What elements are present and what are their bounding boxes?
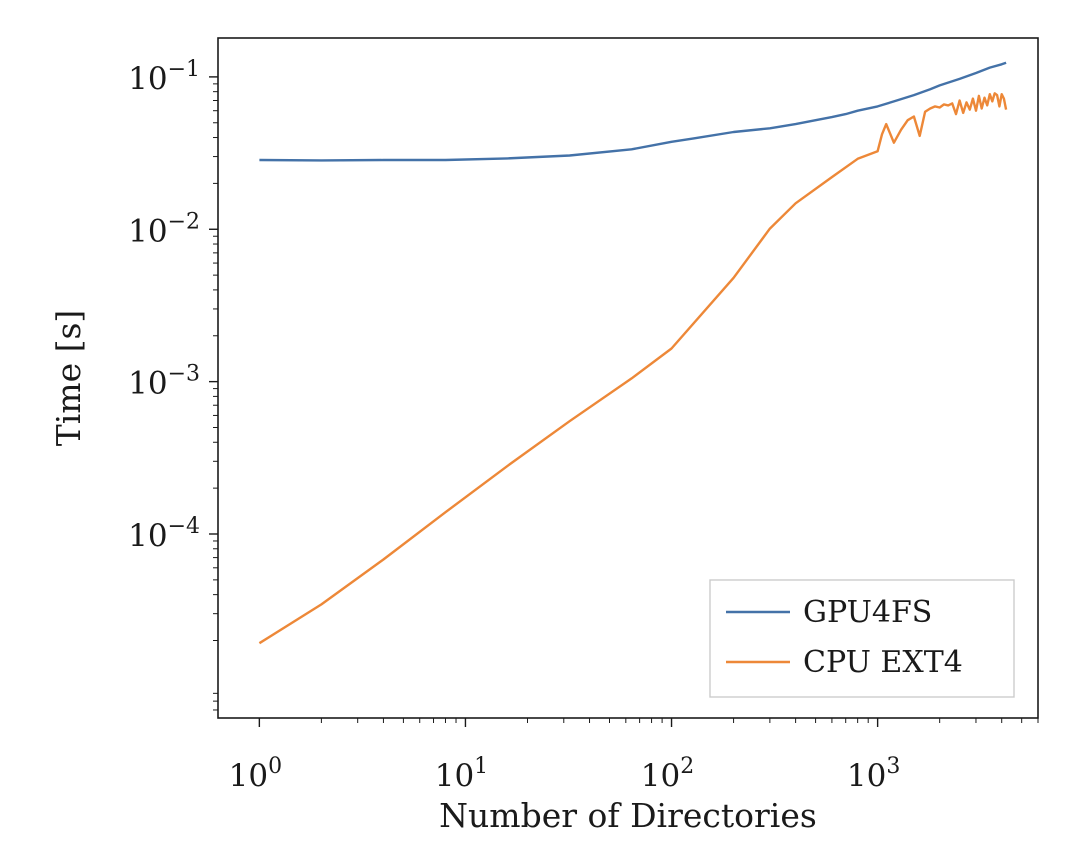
x-tick-label-exponent: 0	[268, 754, 282, 779]
series-line-1	[259, 61, 1007, 162]
x-tick-label-exponent: 2	[680, 754, 694, 779]
y-tick-label-exponent: −4	[168, 514, 200, 539]
series-line-2	[258, 92, 1008, 645]
y-tick-label-exponent: −3	[168, 362, 200, 387]
x-axis-title: Number of Directories	[439, 796, 817, 835]
plot-frame	[217, 37, 1039, 719]
x-tick-label-base: 10	[435, 758, 474, 794]
x-tick-label: 102	[641, 754, 694, 794]
x-tick-label-base: 10	[641, 758, 680, 794]
x-tick-label-base: 10	[229, 758, 268, 794]
x-tick-label: 100	[229, 754, 282, 794]
x-tick-label-exponent: 3	[886, 754, 900, 779]
legend: GPU4FS CPU EXT4	[709, 579, 1015, 698]
x-tick-label-base: 10	[847, 758, 886, 794]
x-tick-label: 101	[435, 754, 488, 794]
y-tick-label-base: 10	[128, 518, 167, 554]
legend-box	[709, 579, 1015, 698]
legend-label-1: GPU4FS	[803, 595, 932, 630]
y-tick-label-base: 10	[128, 366, 167, 402]
y-tick-label: 10−1	[128, 57, 200, 97]
y-tick-label: 10−4	[128, 514, 200, 554]
legend-label-2: CPU EXT4	[803, 645, 963, 680]
x-tick-label: 103	[847, 754, 900, 794]
y-tick-label-base: 10	[128, 213, 167, 249]
y-tick-label-exponent: −2	[168, 209, 200, 234]
series-layer	[258, 61, 1008, 645]
y-tick-label: 10−3	[128, 362, 200, 402]
y-tick-label: 10−2	[128, 209, 200, 249]
x-tick-label-exponent: 1	[474, 754, 488, 779]
y-tick-label-exponent: −1	[168, 57, 200, 82]
y-axis-title: Time [s]	[49, 310, 88, 447]
y-tick-label-base: 10	[128, 61, 167, 97]
